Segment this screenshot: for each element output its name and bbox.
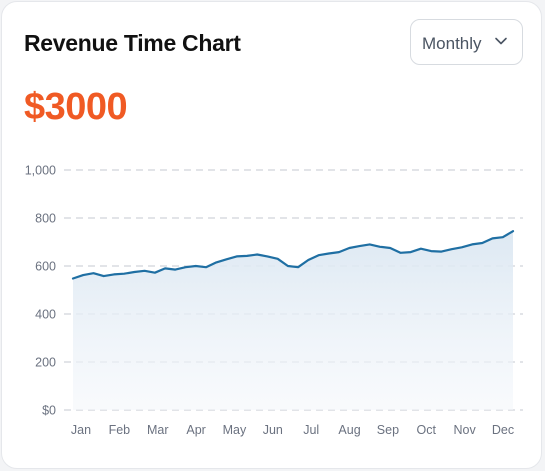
period-dropdown-value: Monthly <box>422 34 482 53</box>
x-tick-label: Feb <box>109 423 131 437</box>
y-tick-label: 800 <box>35 212 56 226</box>
y-tick-label: $0 <box>42 404 56 418</box>
x-tick-label: Jan <box>71 423 91 437</box>
y-tick-label: 600 <box>35 260 56 274</box>
x-tick-label: Mar <box>147 423 169 437</box>
y-tick-label: 200 <box>35 356 56 370</box>
x-tick-label: May <box>223 423 247 437</box>
x-tick-label: Dec <box>492 423 514 437</box>
x-tick-label: Oct <box>417 423 437 437</box>
period-dropdown[interactable]: Monthly <box>410 19 523 65</box>
x-tick-label: Nov <box>454 423 477 437</box>
series-area <box>73 231 513 410</box>
card-title: Revenue Time Chart <box>24 30 241 56</box>
x-tick-label: Aug <box>338 423 360 437</box>
series-line <box>71 230 515 280</box>
x-tick-label: Sep <box>377 423 399 437</box>
chevron-down-icon <box>495 37 507 45</box>
y-tick-label: 1,000 <box>25 164 56 178</box>
x-tick-label: Apr <box>186 423 205 437</box>
x-tick-label: Jul <box>303 423 319 437</box>
y-tick-label: 400 <box>35 308 56 322</box>
revenue-amount: $3000 <box>24 86 128 128</box>
x-tick-label: Jun <box>263 423 283 437</box>
